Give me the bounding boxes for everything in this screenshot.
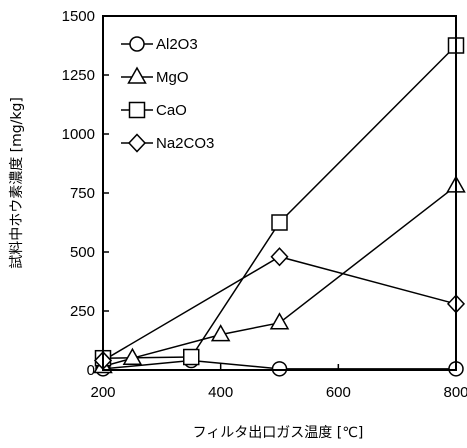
series-line-al2o3: [102, 359, 456, 370]
data-point-mgo: [269, 312, 290, 330]
data-point-na2co3: [270, 247, 289, 267]
y-tick-label: 750: [70, 185, 95, 202]
legend-label: Al2O3: [156, 36, 198, 53]
legend-marker-al2o3: [129, 36, 145, 52]
y-tick-label: 1250: [62, 67, 95, 84]
series-line-na2co3: [102, 255, 457, 362]
y-tick-label: 0: [87, 362, 95, 379]
legend-marker-cao: [128, 101, 146, 119]
x-tick-label: 400: [208, 384, 233, 401]
axes: 0 250 500 750 1000 1250 1500 200 400 600 800: [62, 8, 467, 401]
data-point-cao: [271, 214, 288, 231]
data-point-cao: [183, 348, 200, 366]
legend-label: CaO: [156, 102, 187, 119]
series-line-mgo: [102, 185, 457, 368]
data-point-mgo: [210, 324, 231, 342]
x-tick-label: 600: [326, 384, 351, 401]
data-point-mgo: [122, 347, 143, 365]
y-tick-label: 500: [70, 244, 95, 261]
legend-marker-mgo: [127, 66, 147, 84]
x-axis-title: フィルタ出口ガス温度 [℃]: [193, 425, 364, 441]
x-tick-label: 800: [443, 384, 467, 401]
y-tick-label: 1000: [62, 126, 95, 143]
legend-marker-na2co3: [127, 133, 147, 153]
y-tick-label: 1500: [62, 8, 95, 25]
series-line-cao: [102, 44, 457, 359]
plot-area: [93, 37, 466, 377]
legend-label: MgO: [156, 69, 189, 86]
data-point-al2o3: [271, 361, 288, 377]
legend-label: Na2CO3: [156, 135, 214, 152]
x-tick-label: 200: [90, 384, 115, 401]
y-axis-title: 試料中ホウ素濃度 [mg/kg]: [9, 97, 25, 269]
legend: Al2O3 MgO CaO Na2CO3: [121, 36, 214, 153]
y-tick-label: 250: [70, 303, 95, 320]
